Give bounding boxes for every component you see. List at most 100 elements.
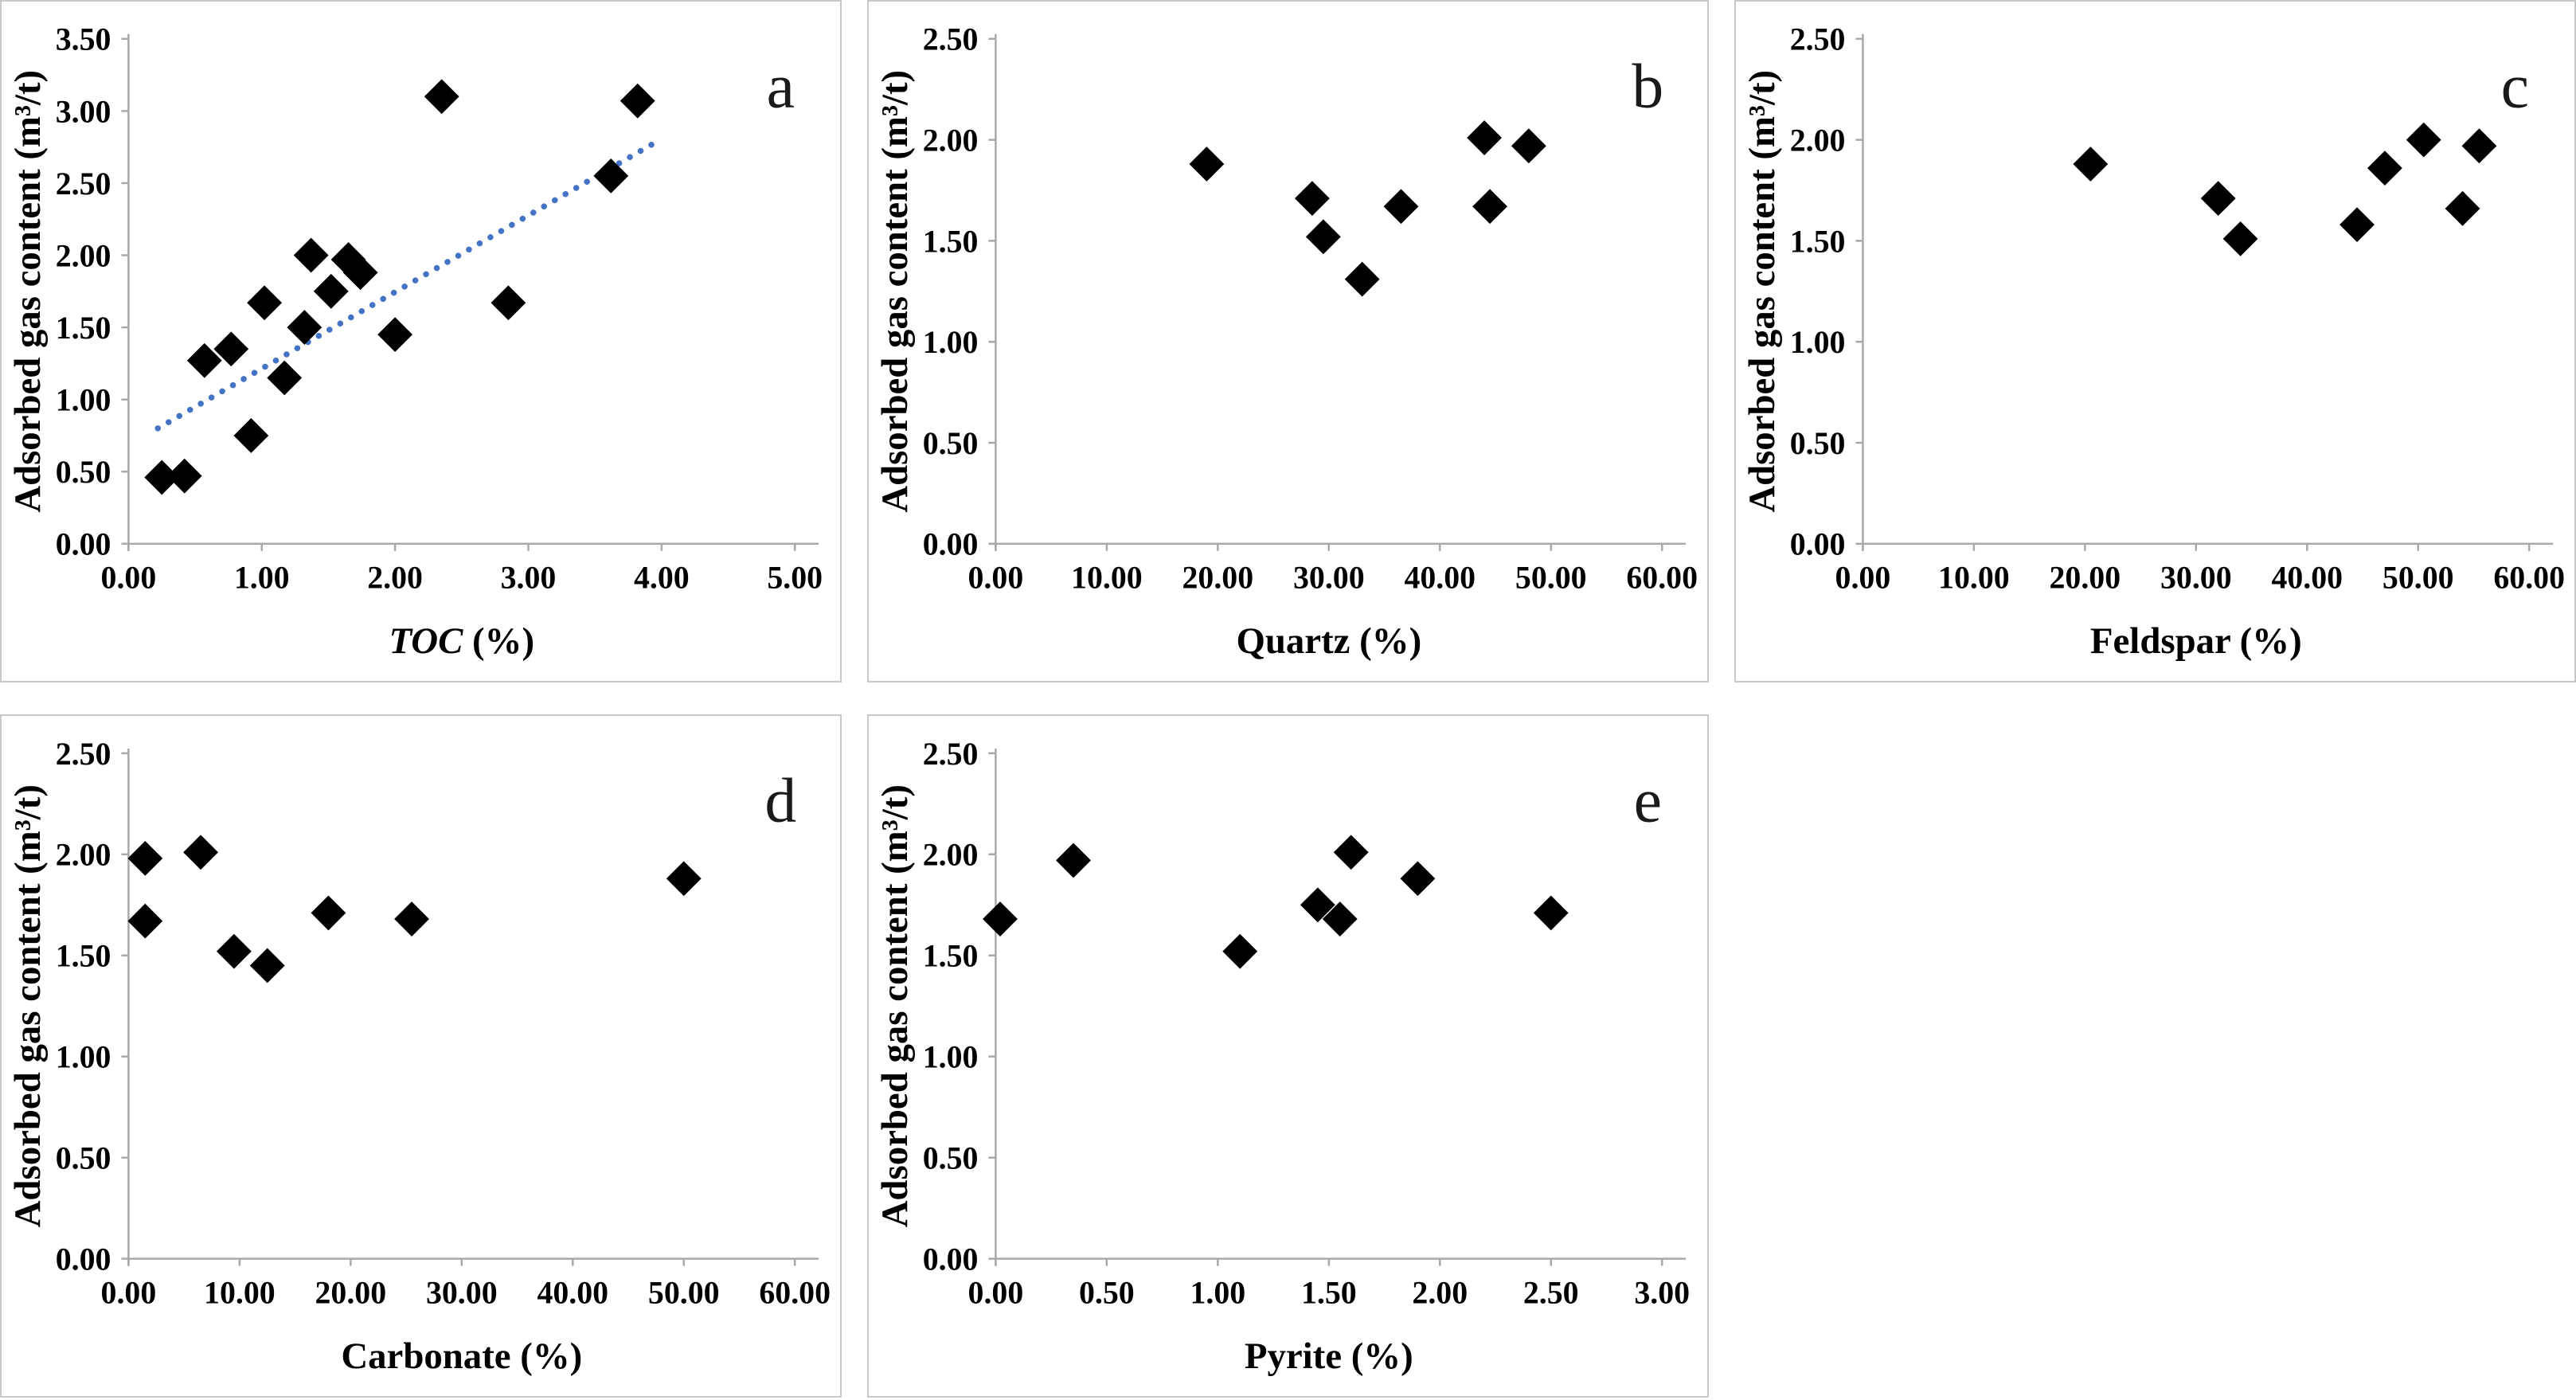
x-tick-label: 60.00 [2493, 561, 2565, 596]
y-tick-label: 1.00 [923, 1039, 979, 1075]
y-tick-label: 1.50 [56, 311, 111, 346]
y-tick-label: 2.00 [1790, 123, 1846, 158]
x-tick-label: 0.00 [1835, 561, 1891, 596]
x-tick-label: 10.00 [204, 1274, 276, 1310]
data-point-diamond [183, 835, 218, 870]
scatter-plot-b: 0.00 0.50 1.00 1.50 2.00 2.50 0.00 10.00 20.00 30… [874, 22, 1698, 662]
y-tick-label: 2.50 [56, 736, 111, 772]
scatter-plot-c: 0.00 0.50 1.00 1.50 2.00 2.50 0.00 10.00 20.00 30… [1741, 22, 2565, 662]
panel-letter: e [1634, 766, 1662, 836]
x-tick-label: 3.00 [501, 561, 557, 596]
scatter-panel-c: 0.00 0.50 1.00 1.50 2.00 2.50 0.00 10.00 20.00 30… [1734, 0, 2576, 682]
data-point-diamond [249, 948, 285, 984]
x-tick-label: 0.00 [101, 1274, 157, 1310]
data-point-diamond [186, 342, 222, 378]
scatter-plot-d: 0.00 0.50 1.00 1.50 2.00 2.50 0.00 10.00 20.00 30… [7, 736, 831, 1377]
y-tick-label: 0.00 [56, 527, 111, 562]
y-tick-label: 1.00 [1790, 325, 1846, 360]
scatter-panel-b: 0.00 0.50 1.00 1.50 2.00 2.50 0.00 10.00 20.00 30… [867, 0, 1709, 682]
x-tick-label: 50.00 [2383, 561, 2454, 596]
data-point-diamond [1056, 843, 1091, 878]
data-point-diamond [247, 285, 283, 321]
data-point-diamond [1333, 835, 1369, 870]
data-point-diamond [1533, 895, 1569, 931]
data-point-diamond [311, 895, 346, 931]
data-point-diamond [127, 840, 163, 876]
scatter-plot-a: 0.00 0.50 1.00 1.50 2.00 2.50 3.00 3.50 0.00 1.00… [7, 22, 823, 662]
x-tick-label: 0.00 [968, 1274, 1024, 1310]
y-tick-label: 2.00 [923, 123, 979, 158]
data-point-diamond [2200, 181, 2236, 217]
y-tick-label: 1.00 [56, 1039, 111, 1075]
y-tick-label: 0.00 [923, 1242, 979, 1277]
y-tick-label: 1.50 [56, 938, 111, 974]
y-tick-label: 2.00 [923, 837, 979, 873]
y-axis-title: Adsorbed gas content (m³/t) [7, 70, 49, 513]
y-axis-title: Adsorbed gas content (m³/t) [1741, 70, 1783, 513]
data-point-diamond [293, 237, 329, 273]
y-tick-label: 2.50 [1790, 22, 1846, 57]
x-tick-label: 20.00 [315, 1274, 387, 1310]
data-point-diamond [2340, 207, 2375, 242]
data-point-diamond [127, 903, 163, 939]
y-tick-label: 2.00 [56, 837, 111, 873]
y-tick-label: 0.00 [56, 1242, 111, 1277]
panel-letter: a [767, 51, 795, 121]
data-point-diamond [2406, 122, 2441, 158]
panel-letter: d [764, 766, 796, 836]
data-point-diamond [1305, 219, 1341, 255]
data-point-diamond [313, 273, 349, 309]
data-point-diamond [491, 285, 526, 321]
data-point-diamond [2073, 147, 2109, 182]
y-tick-label: 0.50 [923, 426, 979, 461]
x-tick-label: 4.00 [634, 561, 690, 596]
data-point-diamond [2367, 151, 2402, 186]
data-point-diamond [1472, 189, 1507, 225]
data-point-diamond [267, 360, 303, 396]
data-point-diamond [216, 933, 252, 969]
x-tick-label: 20.00 [1182, 561, 1254, 596]
panel-letter: c [2501, 51, 2529, 121]
x-axis-title: Quartz (%) [1236, 620, 1421, 662]
y-tick-label: 1.50 [1790, 224, 1846, 259]
data-point-diamond [1189, 147, 1225, 182]
y-axis-title: Adsorbed gas content (m³/t) [7, 784, 49, 1227]
y-tick-label: 1.50 [923, 938, 979, 974]
x-tick-label: 2.00 [1412, 1274, 1468, 1310]
data-point-diamond [1322, 901, 1358, 937]
y-tick-label: 1.50 [923, 224, 979, 259]
x-tick-label: 40.00 [1404, 561, 1476, 596]
x-axis-title: Feldspar (%) [2090, 620, 2302, 662]
x-tick-label: 40.00 [2271, 561, 2343, 596]
x-tick-label: 60.00 [759, 1274, 831, 1310]
data-point-diamond [2222, 221, 2258, 256]
x-tick-label: 40.00 [537, 1274, 608, 1310]
data-point-diamond [213, 331, 249, 367]
x-tick-label: 10.00 [1938, 561, 2010, 596]
x-tick-label: 0.00 [968, 561, 1024, 596]
data-point-diamond [166, 458, 202, 494]
y-tick-label: 0.00 [1790, 527, 1846, 562]
data-point-diamond [144, 459, 180, 495]
x-tick-label: 30.00 [426, 1274, 498, 1310]
y-tick-label: 2.00 [56, 238, 111, 273]
data-point-diamond [1511, 128, 1546, 164]
empty-cell [1734, 714, 2576, 1398]
x-tick-label: 30.00 [1293, 561, 1365, 596]
x-axis-title: Carbonate (%) [341, 1335, 582, 1377]
x-axis-title: Pyrite (%) [1245, 1335, 1413, 1377]
panel-letter: b [1632, 51, 1663, 121]
data-point-diamond [620, 83, 655, 119]
data-point-diamond [394, 901, 429, 937]
x-axis-title: TOC (%) [389, 620, 535, 662]
data-point-diamond [233, 418, 269, 453]
data-point-diamond [2461, 128, 2497, 164]
data-point-diamond [2445, 190, 2480, 226]
x-tick-label: 1.00 [1190, 1274, 1245, 1310]
data-point-diamond [424, 79, 459, 115]
x-tick-label: 3.00 [1634, 1274, 1690, 1310]
scatter-panel-e: 0.00 0.50 1.00 1.50 2.00 2.50 0.00 0.50 1.00 1.50… [867, 714, 1709, 1398]
y-axis-title: Adsorbed gas content (m³/t) [874, 784, 916, 1227]
data-point-diamond [1467, 120, 1502, 155]
